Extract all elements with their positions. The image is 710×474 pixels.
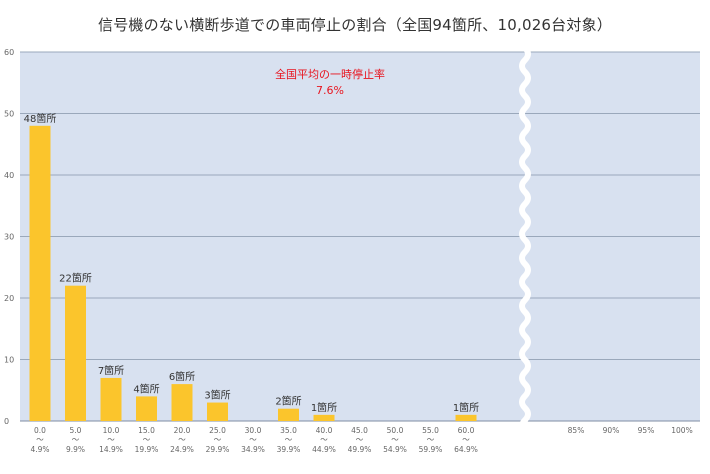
y-tick-label: 50: [4, 110, 14, 119]
y-tick-label: 30: [4, 233, 14, 242]
y-tick-label: 0: [4, 417, 9, 426]
x-tick-label: 34.9%: [241, 445, 265, 454]
bar: [455, 414, 477, 421]
bar: [136, 396, 157, 421]
x-tick-label: 0.0: [34, 426, 46, 435]
x-tick-label: 90%: [603, 426, 620, 435]
x-tick-label: 60.0: [458, 426, 475, 435]
axis-break: [519, 45, 531, 435]
x-tick-label: 10.0: [103, 426, 120, 435]
data-label: 4箇所: [133, 382, 159, 395]
bar: [65, 285, 86, 421]
data-label: 2箇所: [275, 395, 301, 408]
data-label: 6箇所: [169, 370, 195, 383]
x-tick-label: 100%: [671, 426, 692, 435]
x-tick-tilde: 〜: [320, 435, 328, 444]
x-tick-tilde: 〜: [178, 435, 186, 444]
bar: [171, 384, 193, 421]
x-tick-tilde: 〜: [214, 435, 222, 444]
data-label: 1箇所: [311, 401, 337, 414]
x-tick-label: 64.9%: [454, 445, 478, 454]
bar: [207, 402, 228, 421]
x-tick-tilde: 〜: [143, 435, 151, 444]
x-tick-label: 55.0: [422, 426, 439, 435]
x-tick-label: 25.0: [209, 426, 226, 435]
x-tick-label: 29.9%: [206, 445, 230, 454]
x-tick-label: 9.9%: [66, 445, 85, 454]
data-label: 22箇所: [59, 272, 92, 285]
x-tick-tilde: 〜: [107, 435, 115, 444]
bar: [100, 377, 122, 421]
chart-title: 信号機のない横断歩道での車両停止の割合（全国94箇所、10,026台対象）: [98, 16, 612, 34]
bar: [313, 414, 335, 421]
annotation-value: 7.6%: [316, 84, 344, 97]
y-tick-label: 10: [4, 356, 14, 365]
x-tick-tilde: 〜: [391, 435, 399, 444]
x-tick-tilde: 〜: [462, 435, 470, 444]
x-tick-label: 49.9%: [348, 445, 372, 454]
x-tick-label: 19.9%: [135, 445, 159, 454]
x-tick-tilde: 〜: [285, 435, 293, 444]
x-tick-label: 5.0: [70, 426, 82, 435]
x-tick-label: 54.9%: [383, 445, 407, 454]
y-tick-label: 60: [4, 48, 14, 57]
x-tick-label: 44.9%: [312, 445, 336, 454]
x-tick-label: 40.0: [316, 426, 333, 435]
data-label: 7箇所: [98, 364, 124, 377]
x-tick-label: 95%: [638, 426, 655, 435]
y-tick-label: 40: [4, 171, 14, 180]
x-tick-label: 85%: [568, 426, 585, 435]
x-tick-label: 14.9%: [99, 445, 123, 454]
x-tick-label: 15.0: [138, 426, 155, 435]
x-tick-label: 35.0: [280, 426, 297, 435]
data-label: 3箇所: [204, 389, 230, 402]
data-label: 48箇所: [24, 112, 57, 125]
x-tick-tilde: 〜: [36, 435, 44, 444]
x-tick-tilde: 〜: [249, 435, 257, 444]
x-tick-tilde: 〜: [356, 435, 364, 444]
x-tick-label: 59.9%: [419, 445, 443, 454]
bar: [29, 125, 51, 422]
data-label: 1箇所: [453, 401, 479, 414]
x-tick-label: 30.0: [245, 426, 262, 435]
x-tick-tilde: 〜: [72, 435, 80, 444]
x-tick-tilde: 〜: [427, 435, 435, 444]
x-tick-label: 45.0: [351, 426, 368, 435]
x-tick-label: 39.9%: [277, 445, 301, 454]
x-tick-label: 20.0: [174, 426, 191, 435]
x-tick-label: 50.0: [387, 426, 404, 435]
x-tick-label: 4.9%: [30, 445, 49, 454]
x-tick-label: 24.9%: [170, 445, 194, 454]
y-tick-label: 20: [4, 294, 14, 303]
bar: [278, 408, 299, 421]
annotation-label: 全国平均の一時停止率: [275, 67, 385, 81]
